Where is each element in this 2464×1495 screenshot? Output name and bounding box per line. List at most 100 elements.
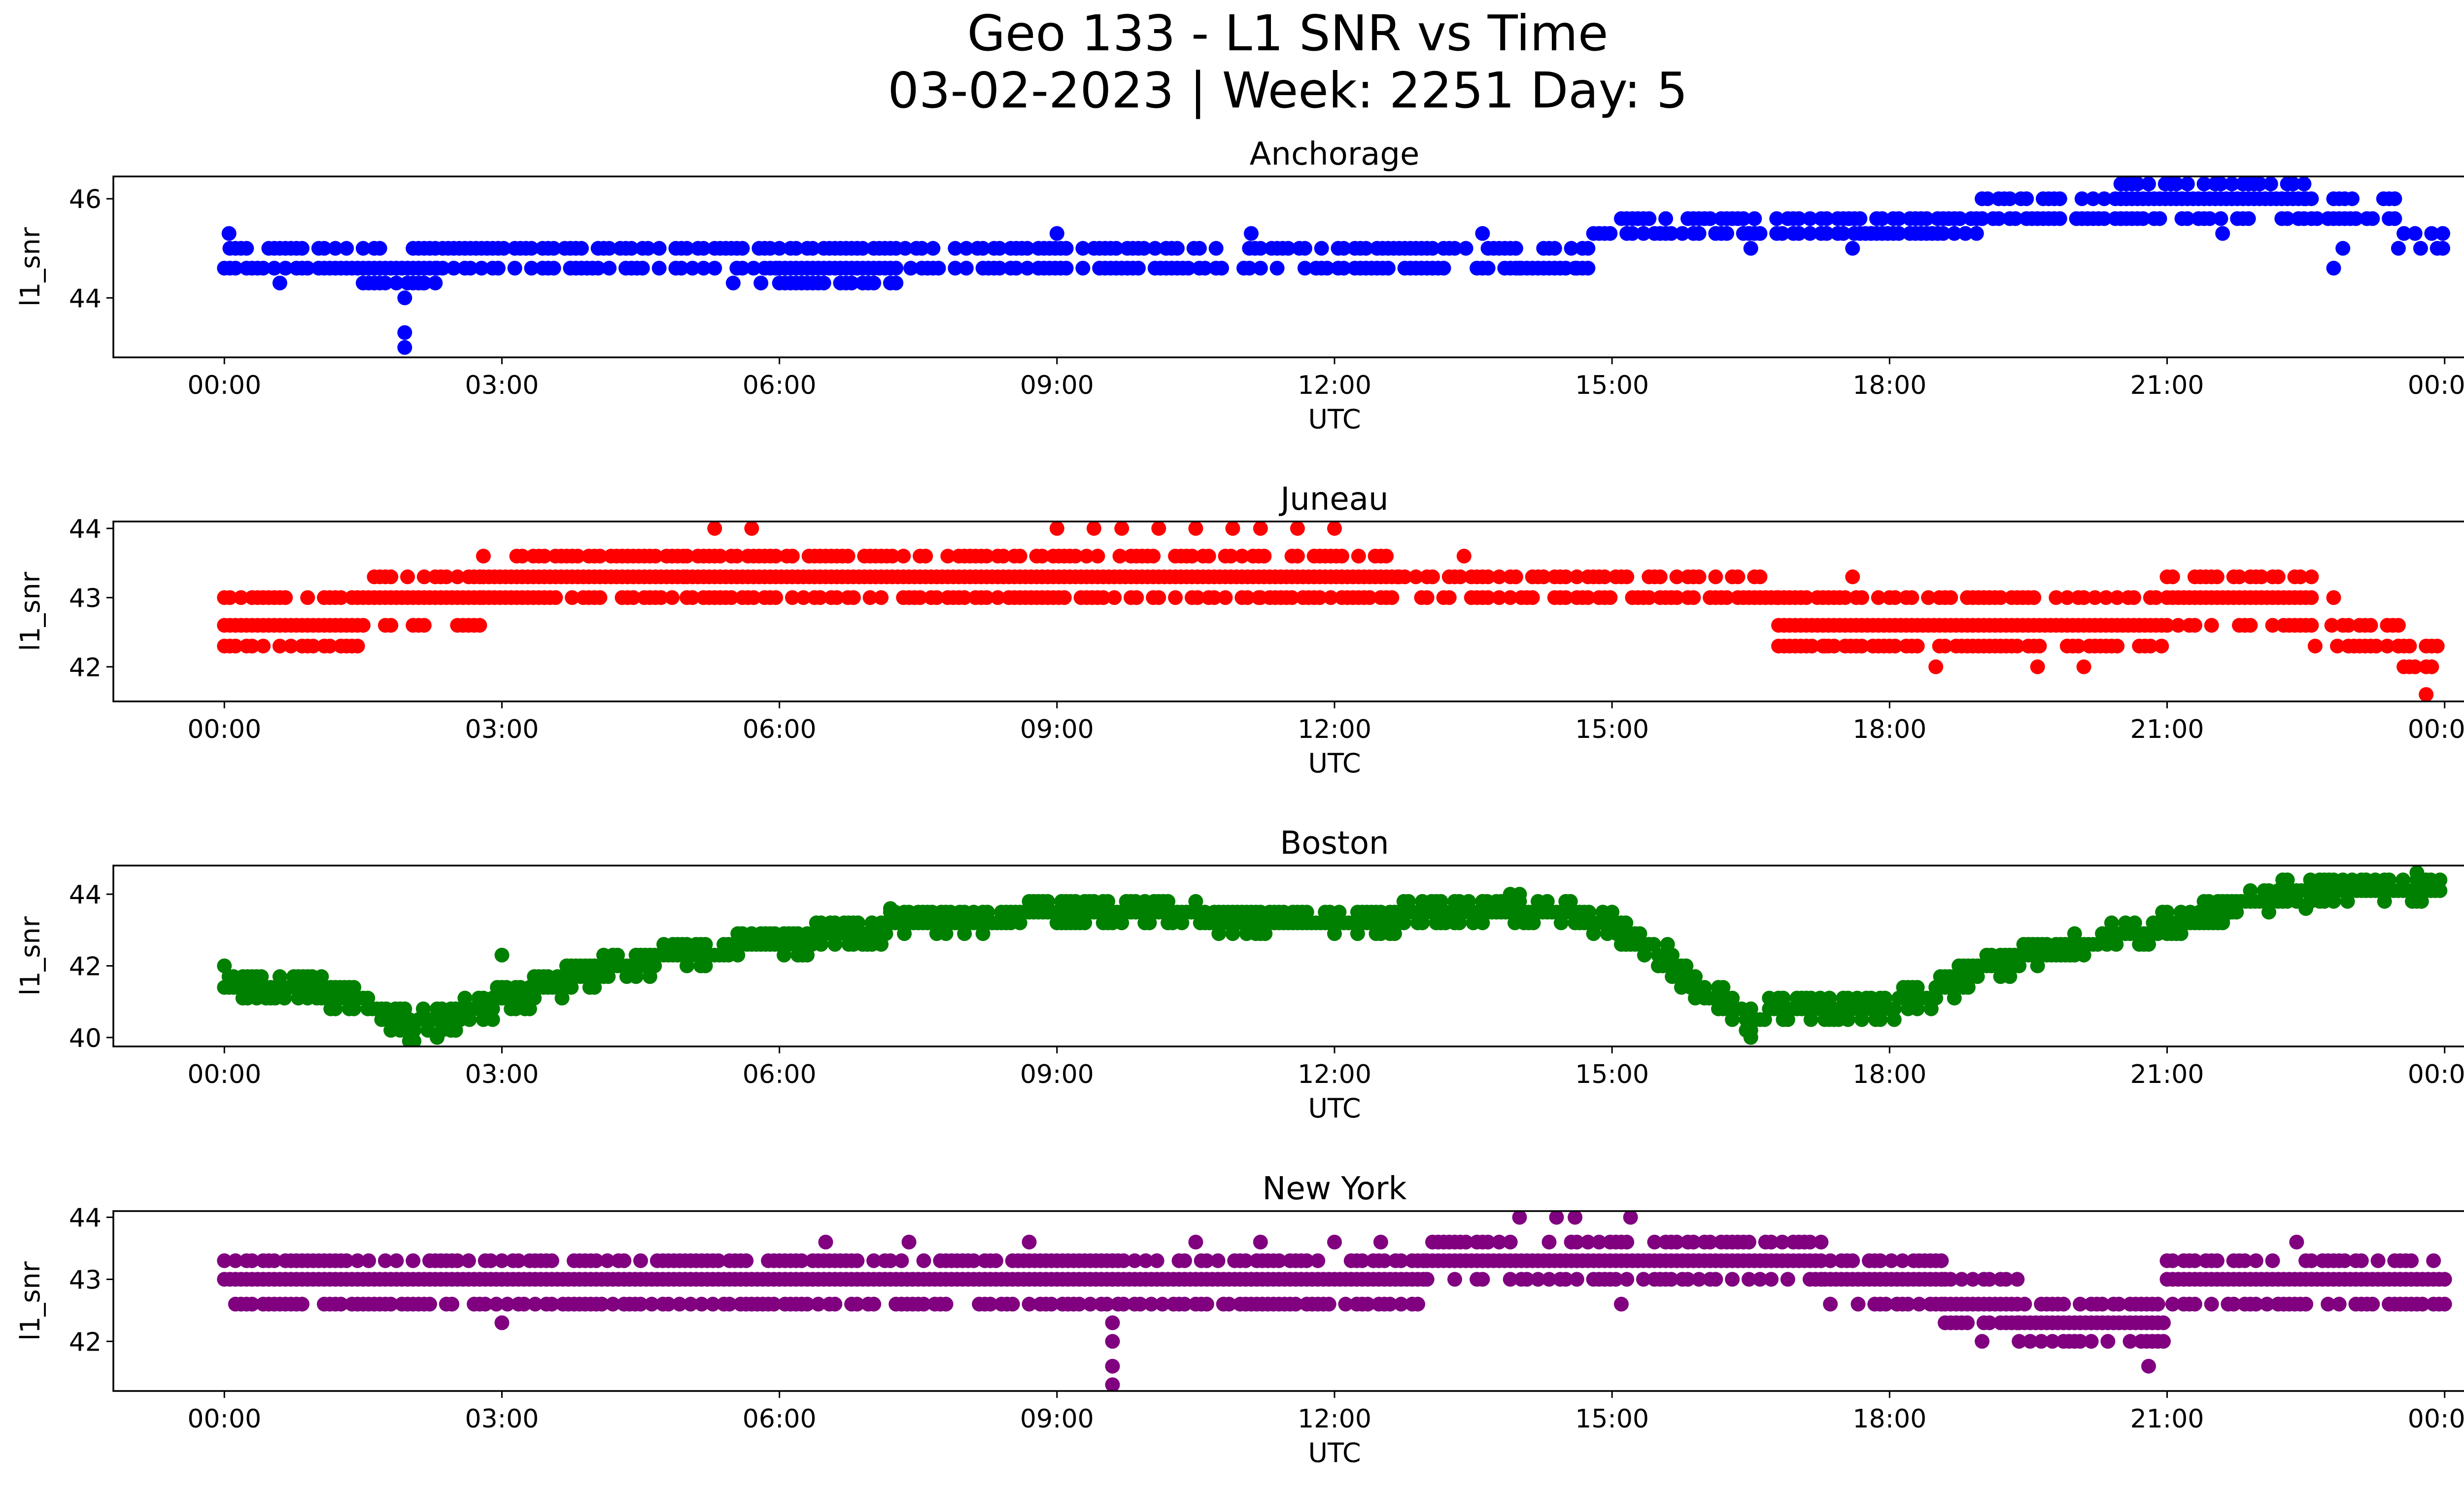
data-point — [1799, 590, 1814, 605]
data-point — [1938, 638, 1952, 654]
data-point — [1214, 261, 1229, 276]
data-point — [2432, 872, 2448, 888]
data-point — [1419, 590, 1435, 605]
data-point — [1257, 549, 1272, 564]
data-point — [389, 1253, 404, 1268]
subplot-title: Juneau — [1278, 481, 1388, 518]
data-point — [1904, 590, 1919, 605]
data-point — [2426, 1253, 2441, 1268]
data-point — [1791, 226, 1807, 241]
data-point — [1580, 261, 1596, 276]
data-point — [494, 947, 510, 963]
data-point — [2324, 618, 2339, 633]
data-point — [1105, 1358, 1120, 1374]
data-point — [1059, 261, 1074, 276]
data-point — [2437, 1272, 2452, 1287]
y-tick-label: 44 — [69, 284, 102, 313]
data-point — [1658, 211, 1674, 226]
data-point — [2095, 1296, 2110, 1312]
data-point — [744, 522, 759, 536]
data-point — [938, 1296, 954, 1312]
data-point — [428, 276, 443, 291]
data-point — [544, 1253, 559, 1268]
data-point — [1503, 590, 1518, 605]
data-point — [901, 1234, 917, 1250]
data-point — [314, 969, 329, 984]
data-point — [1752, 226, 1768, 241]
data-point — [278, 590, 293, 605]
data-point — [1625, 226, 1640, 241]
data-point — [450, 569, 465, 585]
data-point — [350, 1253, 365, 1268]
data-point — [1210, 1253, 1226, 1268]
data-point — [1878, 1296, 1893, 1312]
data-point — [2187, 1296, 2202, 1312]
x-tick-label: 06:00 — [743, 1404, 817, 1434]
data-point — [992, 241, 1007, 256]
data-point — [570, 549, 585, 564]
data-point — [1071, 1296, 1087, 1312]
data-point — [1394, 1253, 1409, 1268]
data-point — [866, 1253, 882, 1268]
data-point — [1075, 261, 1091, 276]
x-tick-label: 00:00 — [2408, 715, 2464, 744]
data-point — [2052, 191, 2067, 207]
data-point — [383, 569, 399, 585]
y-tick-label: 42 — [69, 1327, 102, 1357]
data-point — [2298, 901, 2314, 916]
data-point — [1680, 1272, 1696, 1287]
x-tick-label: 15:00 — [1575, 371, 1649, 400]
data-point — [2285, 176, 2300, 192]
data-point — [2073, 1296, 2088, 1312]
data-point — [1975, 1334, 1990, 1349]
data-point — [1817, 638, 1832, 654]
data-point — [1943, 590, 1958, 605]
data-point — [2326, 590, 2341, 605]
data-point — [1181, 261, 1196, 276]
data-point — [1253, 261, 1268, 276]
data-point — [2435, 226, 2450, 241]
subplot-anchorage: Anchorage 00:00 03:00 06:00 09:00 12:00 15:00 1… — [15, 136, 2464, 435]
data-point — [1934, 1253, 1949, 1268]
data-point — [2252, 176, 2267, 192]
data-point — [565, 590, 580, 605]
data-point — [1475, 226, 1490, 241]
data-point — [685, 590, 700, 605]
x-tick-label: 06:00 — [743, 715, 817, 744]
data-point — [1447, 1272, 1462, 1287]
data-point — [992, 261, 1007, 276]
data-point — [1005, 1296, 1020, 1312]
data-point — [2012, 1334, 2027, 1349]
data-point — [1447, 241, 1462, 256]
data-point — [1884, 1253, 1899, 1268]
data-point — [2209, 1253, 2224, 1268]
data-point — [768, 549, 784, 564]
data-point — [300, 590, 315, 605]
data-point — [2387, 191, 2402, 207]
data-point — [1547, 241, 1562, 256]
data-point — [897, 241, 913, 256]
data-point — [811, 1296, 826, 1312]
data-point — [2391, 618, 2406, 633]
data-point — [1998, 1272, 2014, 1287]
data-point — [1127, 1253, 1142, 1268]
data-point — [2052, 211, 2067, 226]
data-point — [272, 276, 287, 291]
data-point — [446, 261, 461, 276]
data-point — [1802, 1234, 1817, 1250]
data-point — [829, 590, 844, 605]
data-point — [295, 1296, 309, 1312]
data-point — [2331, 1296, 2347, 1312]
data-point — [683, 1296, 698, 1312]
data-point — [1320, 261, 1335, 276]
data-point — [1009, 261, 1024, 276]
data-point — [2086, 191, 2101, 207]
data-point — [2337, 1253, 2352, 1268]
data-point — [1719, 590, 1734, 605]
data-point — [2150, 1296, 2165, 1312]
data-point — [1207, 590, 1222, 605]
data-point — [840, 549, 856, 564]
data-point — [500, 1296, 515, 1312]
data-point — [1338, 1296, 1353, 1312]
